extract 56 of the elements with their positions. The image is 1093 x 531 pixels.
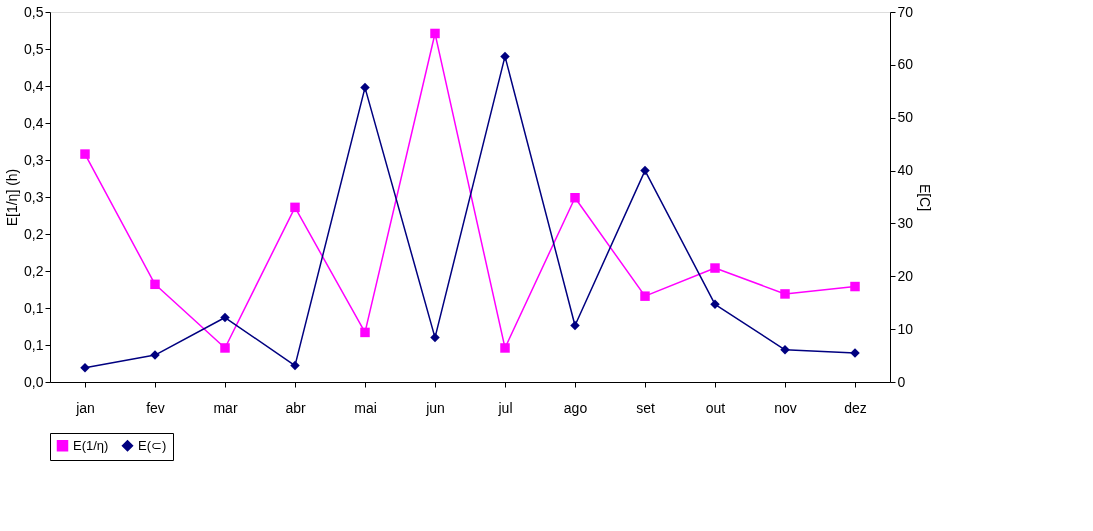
x-tick-label: set — [636, 399, 655, 416]
x-tick-label: mar — [213, 399, 238, 416]
x-tick-label: ago — [563, 399, 588, 416]
y2-tick-label: 50 — [897, 109, 914, 126]
y2-tick-label: 30 — [897, 214, 914, 231]
y-axis-title: E[1/η] (h) — [4, 168, 21, 227]
legend-label: E(1/η) — [73, 437, 109, 453]
y2-tick-label: 0 — [897, 373, 906, 390]
point — [220, 312, 230, 323]
x-tick-label: jan — [75, 399, 95, 416]
point — [780, 289, 790, 299]
point — [80, 149, 90, 159]
x-tick-label: mai — [354, 399, 377, 416]
point — [220, 343, 230, 353]
y-tick-label: 0,4 — [24, 114, 44, 131]
point — [640, 291, 650, 301]
x-tick-label: fev — [146, 399, 165, 416]
x-tick-label: abr — [285, 399, 306, 416]
point — [500, 51, 510, 62]
legend-label: E(⊂) — [138, 437, 167, 453]
y-tick-label: 0,3 — [24, 151, 44, 168]
x-tick-label: jul — [497, 399, 513, 416]
y-tick-label: 0,1 — [24, 336, 44, 353]
y2-tick-label: 40 — [897, 162, 914, 179]
y-tick-label: 0,2 — [24, 225, 44, 242]
point — [290, 360, 300, 371]
y-tick-label: 0,5 — [24, 40, 44, 57]
x-tick-label: nov — [774, 399, 797, 416]
x-tick-label: jun — [425, 399, 445, 416]
point — [150, 279, 160, 290]
point — [360, 82, 370, 93]
point — [430, 332, 440, 343]
y2-axis-title: E[C] — [917, 183, 934, 212]
x-tick-label: out — [705, 399, 726, 416]
point — [500, 343, 510, 353]
point — [850, 281, 860, 292]
y-tick-label: 0,3 — [24, 188, 44, 205]
point — [570, 193, 580, 203]
point — [430, 28, 440, 39]
y-tick-label: 0,2 — [24, 262, 44, 279]
point — [360, 327, 370, 338]
y2-tick-label: 20 — [897, 267, 914, 284]
y2-tick-label: 60 — [897, 56, 914, 73]
point — [290, 202, 300, 213]
point — [80, 362, 90, 373]
y-tick-label: 0,5 — [24, 3, 44, 20]
y-tick-label: 0,1 — [24, 299, 44, 316]
point — [570, 320, 580, 331]
point — [710, 263, 720, 273]
point — [640, 165, 650, 176]
y-tick-label: 0,4 — [24, 77, 44, 94]
x-tick-label: dez — [844, 399, 867, 416]
point — [710, 299, 720, 310]
y2-tick-label: 10 — [897, 320, 914, 337]
y-tick-label: 0,0 — [24, 373, 44, 390]
y2-tick-label: 70 — [897, 3, 914, 20]
